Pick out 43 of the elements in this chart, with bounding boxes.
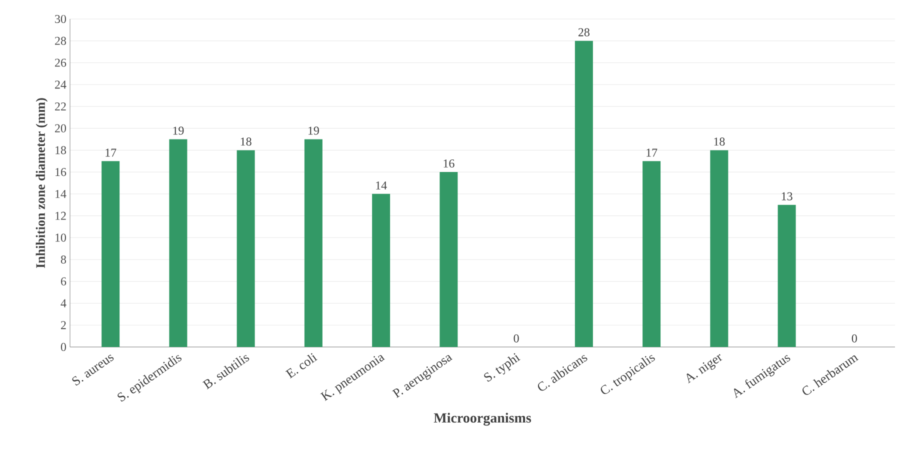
data-label: 28 (578, 28, 590, 36)
bar (102, 161, 120, 347)
data-label: 14 (376, 181, 387, 190)
data-label: 17 (646, 148, 658, 157)
y-tick-label: 0 (60, 342, 66, 352)
y-tick-label: 20 (55, 124, 66, 132)
x-tick-label: A. niger (686, 354, 722, 384)
y-tick-label: 2 (61, 321, 66, 330)
y-tick-label: 10 (56, 234, 66, 242)
bar (642, 161, 661, 347)
x-tick-label: E. coli (285, 353, 318, 379)
data-label: 19 (308, 126, 319, 135)
x-tick-label: S. typhi (484, 353, 520, 382)
x-axis-title: Microorganisms (434, 412, 532, 426)
data-label: 13 (782, 192, 792, 200)
data-label: 0 (514, 334, 519, 342)
data-label: 19 (173, 126, 184, 135)
bar (169, 139, 188, 347)
bar (372, 194, 390, 347)
y-tick-label: 18 (56, 146, 66, 154)
data-label: 18 (714, 138, 725, 146)
y-tick-label: 28 (55, 36, 66, 45)
y-tick-label: 24 (55, 80, 66, 89)
bar (440, 172, 458, 347)
data-label: 18 (240, 138, 252, 146)
y-tick-label: 14 (56, 190, 66, 198)
y-tick-label: 4 (60, 299, 66, 308)
bar (574, 40, 593, 347)
y-tick-label: 30 (55, 14, 66, 24)
bar (236, 150, 255, 347)
bar (710, 150, 728, 347)
y-tick-label: 16 (56, 168, 66, 176)
data-label: 0 (852, 334, 857, 342)
data-label: 16 (444, 159, 454, 168)
y-tick-label: 26 (55, 58, 66, 67)
data-label: 17 (106, 148, 116, 157)
y-tick-label: 22 (55, 102, 66, 110)
bar (778, 204, 796, 347)
y-tick-label: 12 (56, 212, 66, 220)
y-tick-label: 8 (60, 255, 66, 264)
bar (304, 139, 322, 347)
y-axis-title: Inhibition zone diameter (mm) (36, 98, 48, 268)
y-tick-label: 6 (60, 277, 66, 286)
